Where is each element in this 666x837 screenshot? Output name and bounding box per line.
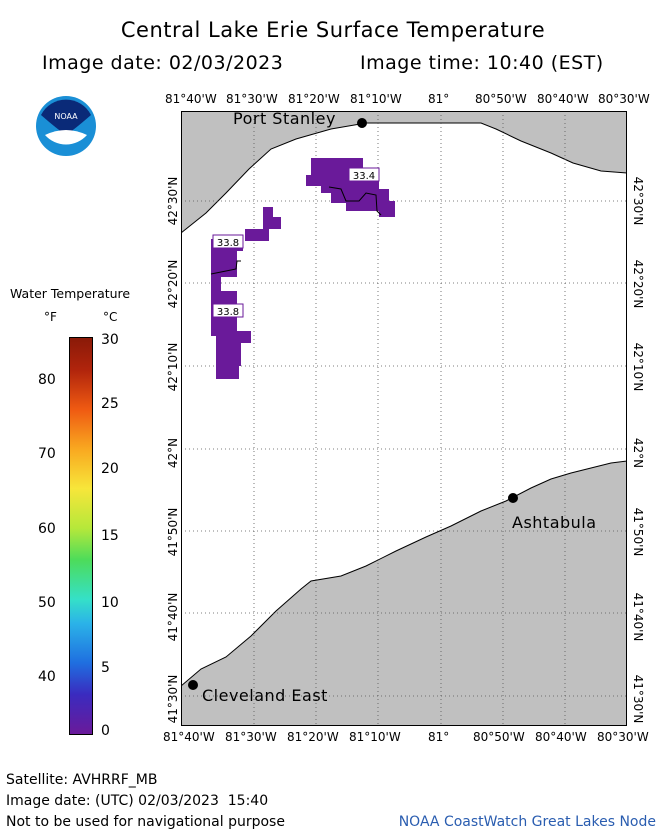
- legend-f-50: 50: [38, 595, 56, 611]
- color-scale-bar: [69, 337, 93, 735]
- lat-left-6: 41°30'N: [166, 674, 180, 724]
- lon-bottom-3: 81°10'W: [349, 730, 401, 744]
- lon-top-5: 80°50'W: [475, 92, 527, 106]
- port-stanley-marker: [357, 118, 367, 128]
- lat-left-1: 42°20'N: [166, 259, 180, 309]
- temp-label-1: 33.4: [353, 171, 375, 182]
- legend-c-25: 25: [101, 396, 119, 412]
- legend-f-80: 80: [38, 372, 56, 388]
- lat-right-3: 42°N: [631, 437, 645, 469]
- disclaimer: Not to be used for navigational purpose: [6, 814, 285, 830]
- legend-c-5: 5: [101, 660, 110, 676]
- lon-top-1: 81°30'W: [226, 92, 278, 106]
- legend-f-60: 60: [38, 521, 56, 537]
- lat-left-0: 42°30'N: [166, 176, 180, 226]
- satellite-info: Satellite: AVHRRF_MB: [6, 772, 158, 788]
- legend-f-70: 70: [38, 446, 56, 462]
- legend-title: Water Temperature: [10, 286, 131, 301]
- lon-bottom-5: 80°50'W: [473, 730, 525, 744]
- lon-top-6: 80°40'W: [537, 92, 589, 106]
- legend-c-0: 0: [101, 723, 110, 739]
- temp-label-3: 33.8: [217, 307, 239, 318]
- lat-right-5: 41°40'N: [631, 592, 645, 642]
- lon-bottom-0: 81°40'W: [163, 730, 215, 744]
- image-date: Image date: 02/03/2023: [42, 52, 284, 74]
- ashtabula-marker: [508, 493, 518, 503]
- lon-top-0: 81°40'W: [165, 92, 217, 106]
- lat-right-1: 42°20'N: [631, 259, 645, 309]
- image-time: Image time: 10:40 (EST): [360, 52, 604, 74]
- place-port-stanley: Port Stanley: [233, 109, 336, 128]
- temp-label-2: 33.8: [217, 238, 239, 249]
- legend-unit-f: °F: [44, 310, 57, 324]
- legend-c-10: 10: [101, 595, 119, 611]
- lon-top-7: 80°30'W: [598, 92, 650, 106]
- lon-bottom-2: 81°20'W: [287, 730, 339, 744]
- legend-c-20: 20: [101, 461, 119, 477]
- lat-left-4: 41°50'N: [166, 507, 180, 557]
- legend-unit-c: °C: [103, 310, 118, 324]
- logo-text: NOAA: [54, 112, 78, 121]
- grid-lines: [181, 111, 627, 726]
- legend-c-15: 15: [101, 528, 119, 544]
- lat-left-3: 42°N: [166, 437, 180, 469]
- contour-line: [328, 186, 382, 216]
- lat-right-6: 41°30'N: [631, 674, 645, 724]
- lat-right-0: 42°30'N: [631, 176, 645, 226]
- noaa-logo: NOAA: [36, 96, 96, 156]
- legend-c-30: 30: [101, 332, 119, 348]
- temp-label-box: [348, 167, 380, 182]
- lon-top-2: 81°20'W: [288, 92, 340, 106]
- legend-f-40: 40: [38, 669, 56, 685]
- lon-bottom-4: 81°: [428, 730, 450, 744]
- cleveland-east-marker: [188, 680, 198, 690]
- place-cleveland-east: Cleveland East: [202, 686, 328, 705]
- lat-right-2: 42°10'N: [631, 342, 645, 392]
- lat-left-2: 42°10'N: [166, 342, 180, 392]
- utc-date: Image date: (UTC) 02/03/2023 15:40: [6, 793, 269, 809]
- lon-top-4: 81°: [428, 92, 450, 106]
- map-title: Central Lake Erie Surface Temperature: [120, 18, 546, 42]
- lon-bottom-7: 80°30'W: [597, 730, 649, 744]
- temp-label-box: [212, 303, 244, 318]
- lake-map: 33.4 33.8 33.8: [181, 111, 627, 726]
- north-shore-land: [181, 111, 627, 234]
- lat-left-5: 41°40'N: [166, 592, 180, 642]
- lat-right-4: 41°50'N: [631, 507, 645, 557]
- lon-top-3: 81°10'W: [350, 92, 402, 106]
- coastwatch-credit: NOAA CoastWatch Great Lakes Node: [398, 814, 656, 830]
- temp-label-box: [212, 234, 244, 249]
- place-ashtabula: Ashtabula: [512, 513, 597, 532]
- south-shore-land: [181, 460, 627, 726]
- contour-line: [210, 260, 241, 275]
- lon-bottom-6: 80°40'W: [535, 730, 587, 744]
- lon-bottom-1: 81°30'W: [225, 730, 277, 744]
